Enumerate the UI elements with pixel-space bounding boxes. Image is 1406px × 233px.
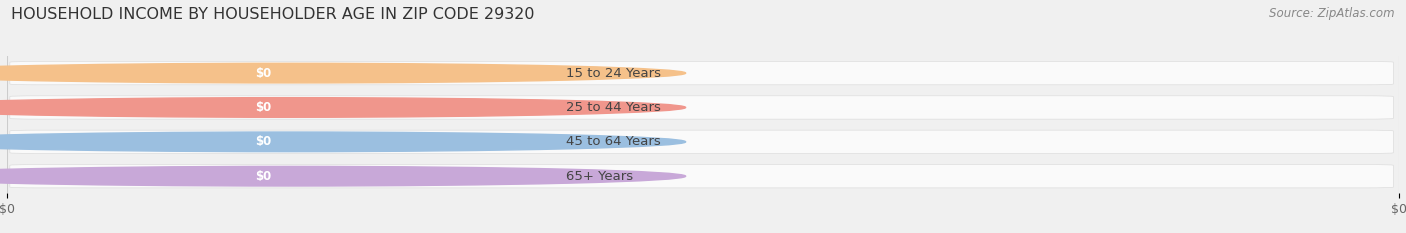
FancyBboxPatch shape (10, 164, 1393, 188)
Circle shape (0, 166, 686, 186)
Circle shape (0, 63, 686, 83)
FancyBboxPatch shape (229, 132, 297, 151)
Text: 45 to 64 Years: 45 to 64 Years (567, 135, 661, 148)
Text: 65+ Years: 65+ Years (567, 170, 634, 183)
FancyBboxPatch shape (229, 64, 297, 83)
Circle shape (0, 132, 686, 152)
Text: 15 to 24 Years: 15 to 24 Years (567, 67, 661, 80)
Text: Source: ZipAtlas.com: Source: ZipAtlas.com (1270, 7, 1395, 20)
FancyBboxPatch shape (10, 130, 1393, 154)
Text: HOUSEHOLD INCOME BY HOUSEHOLDER AGE IN ZIP CODE 29320: HOUSEHOLD INCOME BY HOUSEHOLDER AGE IN Z… (11, 7, 534, 22)
Text: 25 to 44 Years: 25 to 44 Years (567, 101, 661, 114)
FancyBboxPatch shape (229, 98, 297, 117)
Circle shape (0, 98, 686, 117)
FancyBboxPatch shape (10, 62, 1393, 85)
FancyBboxPatch shape (229, 167, 297, 186)
Text: $0: $0 (254, 135, 271, 148)
Text: $0: $0 (254, 170, 271, 183)
FancyBboxPatch shape (10, 96, 1393, 119)
Text: $0: $0 (254, 101, 271, 114)
Text: $0: $0 (254, 67, 271, 80)
